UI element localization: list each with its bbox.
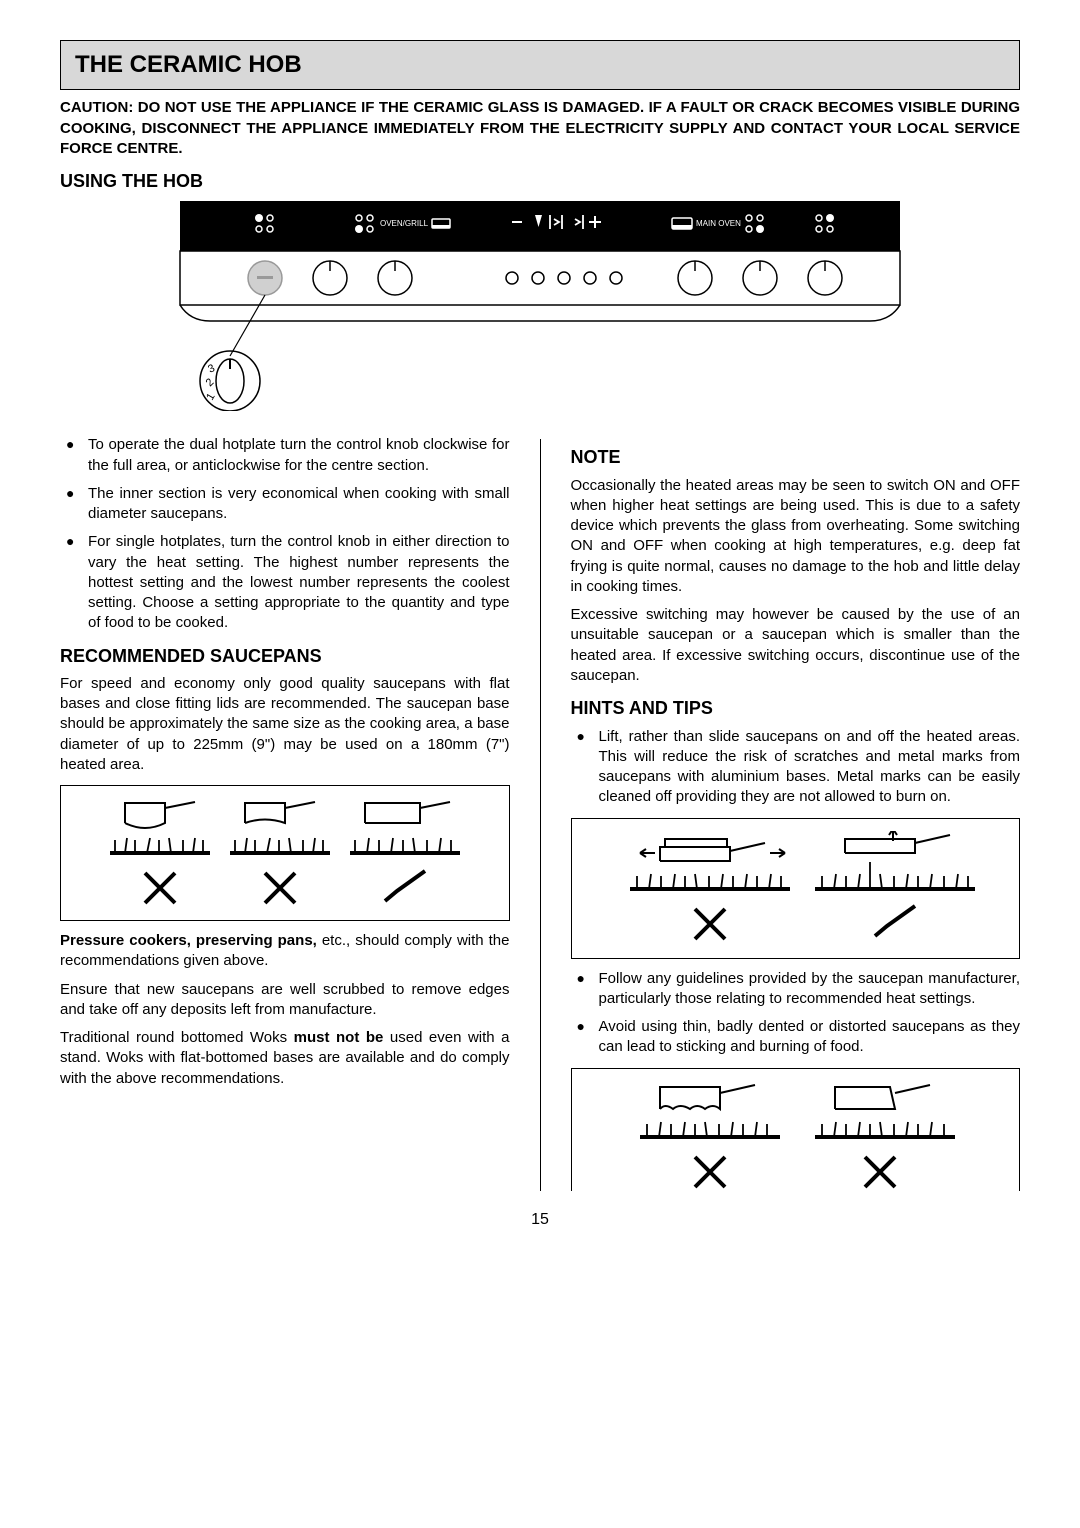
hints-list-2: Follow any guidelines provided by the sa…	[571, 969, 1021, 1058]
panel-svg: OVEN/GRILL MAIN OVEN	[150, 201, 930, 411]
svg-text:3: 3	[206, 363, 217, 376]
pressure-paragraph: Pressure cookers, preserving pans, etc.,…	[60, 931, 510, 972]
note-p2: Excessive switching may however be cause…	[571, 605, 1021, 686]
bullet-item: For single hotplates, turn the control k…	[60, 532, 510, 633]
wok-paragraph: Traditional round bottomed Woks must not…	[60, 1028, 510, 1089]
caution-text: CAUTION: DO NOT USE THE APPLIANCE IF THE…	[60, 98, 1020, 159]
left-column: To operate the dual hotplate turn the co…	[60, 435, 510, 1190]
wok-strong: must not be	[294, 1029, 384, 1046]
wok-pre: Traditional round bottomed Woks	[60, 1029, 294, 1046]
dented-diagram	[571, 1068, 1021, 1191]
column-divider	[540, 439, 541, 1190]
svg-text:OVEN/GRILL: OVEN/GRILL	[380, 219, 429, 228]
ensure-paragraph: Ensure that new saucepans are well scrub…	[60, 980, 510, 1021]
svg-text:MAIN OVEN: MAIN OVEN	[696, 219, 741, 228]
hint-item: Lift, rather than slide saucepans on and…	[571, 727, 1021, 808]
hint-item: Avoid using thin, badly dented or distor…	[571, 1017, 1021, 1058]
hint-item: Follow any guidelines provided by the sa…	[571, 969, 1021, 1010]
svg-text:1: 1	[204, 392, 217, 403]
right-column: NOTE Occasionally the heated areas may b…	[571, 435, 1021, 1190]
bullet-item: To operate the dual hotplate turn the co…	[60, 435, 510, 476]
note-heading: NOTE	[571, 445, 1021, 469]
recommended-saucepans-heading: RECOMMENDED SAUCEPANS	[60, 644, 510, 668]
bullet-item: The inner section is very economical whe…	[60, 484, 510, 525]
page-title: THE CERAMIC HOB	[75, 49, 1005, 81]
lift-slide-diagram	[571, 818, 1021, 959]
title-bar: THE CERAMIC HOB	[60, 40, 1020, 90]
using-hob-heading: USING THE HOB	[60, 169, 1020, 193]
saucepan-base-diagram	[60, 785, 510, 921]
hints-heading: HINTS AND TIPS	[571, 696, 1021, 720]
content-columns: To operate the dual hotplate turn the co…	[60, 435, 1020, 1190]
pressure-strong: Pressure cookers, preserving pans,	[60, 932, 317, 949]
page-number: 15	[60, 1209, 1020, 1231]
hints-list: Lift, rather than slide saucepans on and…	[571, 727, 1021, 808]
svg-text:2: 2	[204, 377, 217, 390]
rec-paragraph: For speed and economy only good quality …	[60, 674, 510, 775]
usage-bullets: To operate the dual hotplate turn the co…	[60, 435, 510, 633]
control-panel-diagram: OVEN/GRILL MAIN OVEN	[60, 201, 1020, 411]
saucepan-svg-1	[95, 798, 475, 908]
note-p1: Occasionally the heated areas may be see…	[571, 476, 1021, 598]
dented-svg	[605, 1081, 985, 1191]
lift-svg	[605, 831, 985, 946]
